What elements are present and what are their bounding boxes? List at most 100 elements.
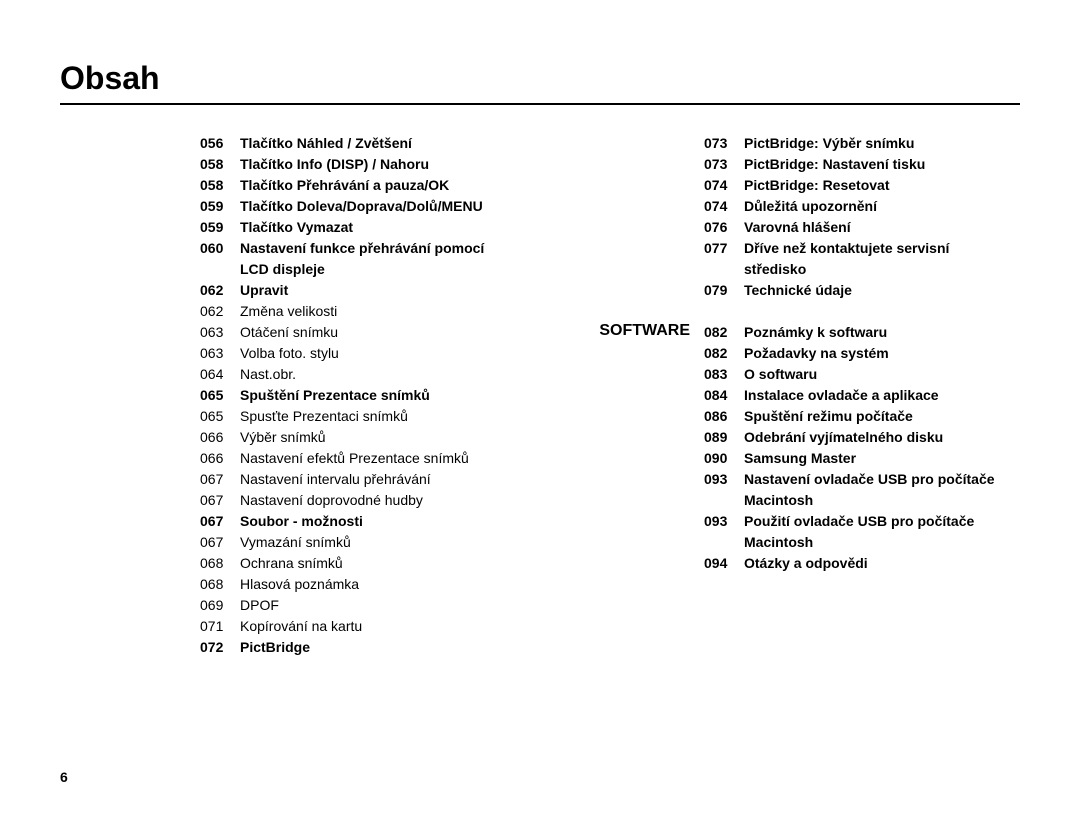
toc-row: 074PictBridge: Resetovat [704,175,949,196]
toc-entry-text: středisko [744,259,949,280]
toc-entry-text: PictBridge: Resetovat [744,175,949,196]
toc-entry-text: Upravit [240,280,580,301]
toc-entry-text: Otázky a odpovědi [744,553,995,574]
toc-entry-text: Varovná hlášení [744,217,949,238]
right-top-list: 073PictBridge: Výběr snímku073PictBridge… [704,133,949,301]
toc-page-num: 089 [704,427,744,448]
page-title: Obsah [60,60,1020,105]
toc-page-num: 074 [704,196,744,217]
toc-entry-text: Otáčení snímku [240,322,580,343]
toc-row: 094Otázky a odpovědi [704,553,995,574]
toc-entry-text: Požadavky na systém [744,343,995,364]
toc-entry-text: PictBridge: Výběr snímku [744,133,949,154]
toc-entry-text: Vymazání snímků [240,532,580,553]
toc-entry-text: Soubor - možnosti [240,511,580,532]
section-label-empty [580,133,704,301]
toc-entry-text: Spuštění režimu počítače [744,406,995,427]
toc-row: 093Použití ovladače USB pro počítače [704,511,995,532]
toc-row: 069DPOF [200,595,580,616]
toc-page-num: 094 [704,553,744,574]
toc-page-num: 068 [200,553,240,574]
toc-entry-text: Důležitá upozornění [744,196,949,217]
toc-entry-text: Volba foto. stylu [240,343,580,364]
toc-page-num: 093 [704,511,744,532]
toc-row: 072PictBridge [200,637,580,658]
toc-row: 065Spuštění Prezentace snímků [200,385,580,406]
toc-entry-text: Nastavení funkce přehrávání pomocí [240,238,580,259]
toc-page-num: 064 [200,364,240,385]
toc-row: 064Nast.obr. [200,364,580,385]
toc-page-num: 056 [200,133,240,154]
toc-entry-text: Instalace ovladače a aplikace [744,385,995,406]
toc-row: Macintosh [704,490,995,511]
toc-row: LCD displeje [200,259,580,280]
toc-page-num: 079 [704,280,744,301]
toc-row: 082Poznámky k softwaru [704,322,995,343]
toc-row: 082Požadavky na systém [704,343,995,364]
toc-row: 060Nastavení funkce přehrávání pomocí [200,238,580,259]
toc-page-num: 065 [200,385,240,406]
toc-row: 073PictBridge: Nastavení tisku [704,154,949,175]
toc-page-num: 069 [200,595,240,616]
toc-row: 065Spusťte Prezentaci snímků [200,406,580,427]
toc-page-num: 067 [200,469,240,490]
toc-page-num: 058 [200,175,240,196]
page-number: 6 [60,769,68,785]
toc-row: středisko [704,259,949,280]
toc-row: 068Ochrana snímků [200,553,580,574]
toc-page-num: 067 [200,511,240,532]
right-column: 073PictBridge: Výběr snímku073PictBridge… [580,133,1020,658]
toc-page-num: 073 [704,133,744,154]
toc-row: 090Samsung Master [704,448,995,469]
toc-row: 063Volba foto. stylu [200,343,580,364]
toc-page-num: 076 [704,217,744,238]
toc-page-num: 093 [704,469,744,490]
toc-row: 059Tlačítko Doleva/Doprava/Dolů/MENU [200,196,580,217]
toc-row: 073PictBridge: Výběr snímku [704,133,949,154]
toc-row: 059Tlačítko Vymazat [200,217,580,238]
toc-page-num: 067 [200,532,240,553]
toc-row: 077Dříve než kontaktujete servisní [704,238,949,259]
toc-page-num: 059 [200,217,240,238]
toc-row: 062Změna velikosti [200,301,580,322]
toc-page-num: 063 [200,343,240,364]
toc-page-num: 060 [200,238,240,259]
right-bottom-block: SOFTWARE 082Poznámky k softwaru082Požada… [580,322,1020,574]
page: Obsah 056Tlačítko Náhled / Zvětšení058Tl… [0,0,1080,815]
toc-entry-text: Poznámky k softwaru [744,322,995,343]
toc-entry-text: Macintosh [744,532,995,553]
toc-entry-text: PictBridge [240,637,580,658]
toc-page-num: 090 [704,448,744,469]
right-top-block: 073PictBridge: Výběr snímku073PictBridge… [580,133,1020,301]
toc-page-num: 077 [704,238,744,259]
toc-page-num: 065 [200,406,240,427]
toc-entry-text: Macintosh [744,490,995,511]
toc-row: 093Nastavení ovladače USB pro počítače [704,469,995,490]
toc-entry-text: Tlačítko Přehrávání a pauza/OK [240,175,580,196]
toc-entry-text: LCD displeje [240,259,580,280]
toc-entry-text: Tlačítko Vymazat [240,217,580,238]
left-column: 056Tlačítko Náhled / Zvětšení058Tlačítko… [200,133,580,658]
toc-page-num: 083 [704,364,744,385]
toc-row: 058Tlačítko Info (DISP) / Nahoru [200,154,580,175]
toc-entry-text: DPOF [240,595,580,616]
section-spacer [580,301,1020,322]
toc-entry-text: Ochrana snímků [240,553,580,574]
toc-entry-text: Spusťte Prezentaci snímků [240,406,580,427]
toc-page-num: 066 [200,448,240,469]
toc-row: 068Hlasová poznámka [200,574,580,595]
toc-page-num: 073 [704,154,744,175]
toc-entry-text: O softwaru [744,364,995,385]
toc-row: 067Nastavení intervalu přehrávání [200,469,580,490]
toc-page-num: 086 [704,406,744,427]
toc-page-num: 072 [200,637,240,658]
toc-row: 067Nastavení doprovodné hudby [200,490,580,511]
toc-entry-text: Dříve než kontaktujete servisní [744,238,949,259]
toc-entry-text: Výběr snímků [240,427,580,448]
toc-row: 067Vymazání snímků [200,532,580,553]
toc-page-num: 084 [704,385,744,406]
toc-entry-text: Odebrání vyjímatelného disku [744,427,995,448]
toc-row: Macintosh [704,532,995,553]
toc-entry-text: Hlasová poznámka [240,574,580,595]
toc-entry-text: Samsung Master [744,448,995,469]
